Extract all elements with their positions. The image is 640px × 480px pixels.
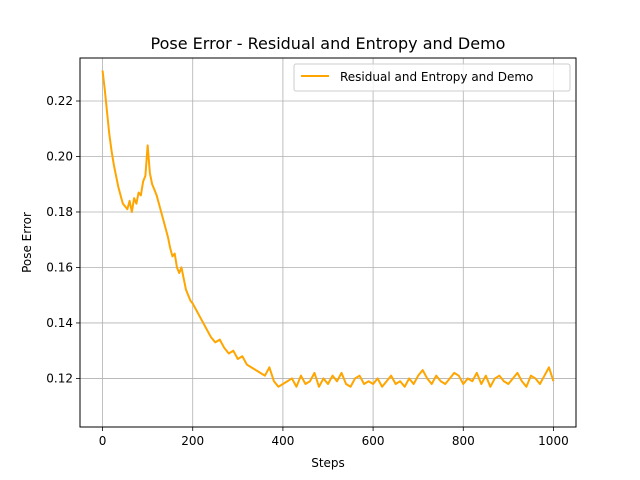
tick-layer: 0 200 400 600 800 1000 0.12 0.14 0.16 0.18 0.20 0.2… [46,94,568,448]
y-tick-label: 0.12 [46,371,73,385]
x-tick-label: 400 [271,434,294,448]
y-tick-label: 0.22 [46,94,73,108]
legend-label: Residual and Entropy and Demo [340,70,533,84]
legend: Residual and Entropy and Demo [293,63,571,92]
y-tick-label: 0.18 [46,205,73,219]
y-tick-label: 0.14 [46,316,73,330]
series-line-0 [101,70,555,388]
legend-box [293,63,571,92]
series-layer [101,70,555,388]
y-tick-label: 0.20 [46,149,73,163]
x-tick-label: 800 [452,434,475,448]
x-tick-label: 200 [181,434,204,448]
chart-title: Pose Error - Residual and Entropy and De… [151,34,506,53]
x-tick-label: 1000 [538,434,569,448]
plot-frame [79,57,577,428]
y-tick-label: 0.16 [46,260,73,274]
grid-layer [80,58,576,427]
x-tick-label: 0 [99,434,107,448]
y-axis-label: Pose Error [20,212,34,273]
x-axis-label: Steps [311,456,345,470]
x-tick-label: 600 [362,434,385,448]
